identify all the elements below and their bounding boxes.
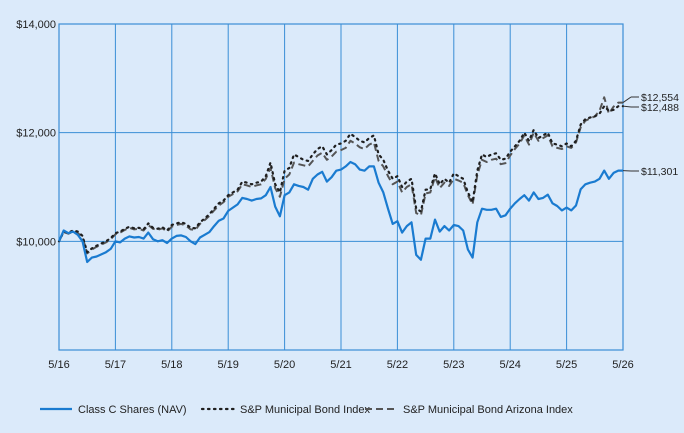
legend-label-1: S&P Municipal Bond Index xyxy=(240,404,371,416)
end-label: $12,488 xyxy=(641,102,679,114)
end-label: $12,554 xyxy=(641,92,679,104)
grid-lines xyxy=(59,23,623,350)
x-tick-label: 5/19 xyxy=(217,359,238,371)
y-tick-label: $10,000 xyxy=(16,236,56,248)
end-label-leader xyxy=(622,96,632,103)
series-line-1 xyxy=(57,105,625,254)
x-tick-label: 5/20 xyxy=(274,359,295,371)
x-axis-ticks: 5/16 5/17 5/18 5/19 5/20 5/21 5/22 5/23 5/24 5/25… xyxy=(48,359,633,371)
x-tick-label: 5/21 xyxy=(330,359,351,371)
x-tick-label: 5/25 xyxy=(556,359,577,371)
end-label: $11,301 xyxy=(641,166,678,178)
y-tick-label: $14,000 xyxy=(16,19,56,31)
x-tick-label: 5/22 xyxy=(387,359,408,371)
series-lines xyxy=(57,96,625,264)
x-tick-label: 5/18 xyxy=(161,359,182,371)
x-tick-label: 5/24 xyxy=(499,359,520,371)
x-tick-label: 5/26 xyxy=(612,359,633,371)
y-tick-label: $12,000 xyxy=(16,128,56,140)
legend-label-0: Class C Shares (NAV) xyxy=(78,404,187,416)
series-line-0 xyxy=(57,160,623,264)
end-labels: $12,554$12,488 $11,301 xyxy=(622,92,679,178)
x-tick-label: 5/17 xyxy=(105,359,126,371)
x-tick-label: 5/16 xyxy=(48,359,69,371)
end-label-leader xyxy=(622,105,632,108)
legend: Class C Shares (NAV) S&P Municipal Bond I… xyxy=(40,404,573,416)
legend-label-2: S&P Municipal Bond Arizona Index xyxy=(403,404,573,416)
y-axis-ticks: $10,000 $12,000 $14,000 xyxy=(16,19,56,248)
x-tick-label: 5/23 xyxy=(443,359,464,371)
